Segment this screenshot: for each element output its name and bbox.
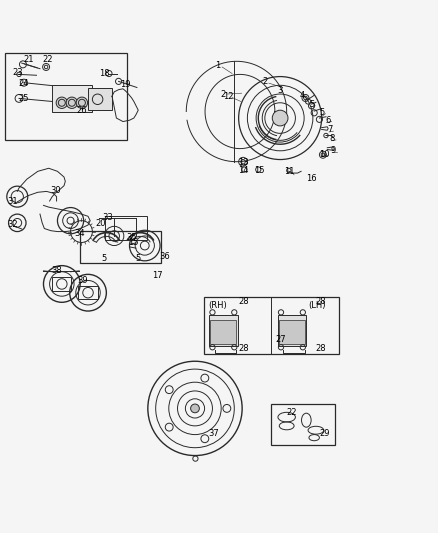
Bar	[271, 405, 335, 445]
Text: 4: 4	[299, 91, 304, 100]
Text: 24: 24	[18, 79, 29, 87]
Text: 32: 32	[7, 220, 18, 229]
Text: 5: 5	[136, 254, 141, 263]
Text: 28: 28	[239, 344, 249, 353]
Text: 1: 1	[215, 61, 220, 70]
Text: (RH): (RH)	[208, 301, 227, 310]
Text: 2: 2	[221, 90, 226, 99]
Text: 14: 14	[238, 166, 248, 175]
Bar	[78, 286, 98, 299]
Text: 22: 22	[286, 408, 297, 417]
Bar	[278, 314, 306, 346]
Text: 18: 18	[99, 69, 110, 78]
Text: 5: 5	[319, 108, 325, 117]
Text: 19: 19	[120, 80, 131, 90]
Text: 36: 36	[159, 252, 170, 261]
Bar	[204, 297, 339, 354]
Text: 37: 37	[208, 429, 219, 438]
Text: 6: 6	[325, 116, 331, 125]
Circle shape	[66, 97, 78, 108]
Circle shape	[191, 404, 199, 413]
Text: 15: 15	[128, 238, 139, 247]
Text: 22: 22	[42, 55, 53, 64]
Text: 39: 39	[78, 276, 88, 285]
Text: 7: 7	[327, 125, 332, 134]
Text: 26: 26	[76, 106, 87, 115]
Text: 10: 10	[319, 150, 330, 159]
Bar	[80, 231, 161, 263]
Text: 11: 11	[284, 167, 294, 176]
Text: 28: 28	[315, 297, 326, 306]
Text: 33: 33	[102, 213, 113, 222]
Text: 15: 15	[254, 166, 265, 175]
Text: 13: 13	[238, 158, 248, 167]
Circle shape	[76, 97, 88, 108]
Text: 20: 20	[95, 219, 106, 228]
Text: 16: 16	[306, 174, 317, 183]
Circle shape	[56, 97, 67, 108]
Circle shape	[272, 110, 288, 126]
Bar	[52, 85, 92, 111]
Text: 27: 27	[276, 335, 286, 344]
Text: 29: 29	[319, 429, 330, 438]
Text: 38: 38	[52, 266, 62, 275]
Text: 35: 35	[127, 233, 137, 242]
Bar	[5, 53, 127, 140]
Text: 17: 17	[152, 271, 163, 280]
Text: 31: 31	[7, 197, 18, 206]
Text: 28: 28	[315, 344, 326, 353]
Text: 12: 12	[223, 92, 234, 101]
Text: 23: 23	[12, 68, 23, 77]
Bar	[52, 277, 71, 290]
Bar	[106, 216, 147, 240]
Text: 8: 8	[330, 134, 335, 143]
Bar	[209, 314, 238, 346]
Text: 5: 5	[101, 254, 106, 263]
Text: 30: 30	[50, 187, 61, 196]
Text: 9: 9	[331, 146, 336, 155]
Text: 3: 3	[277, 86, 283, 95]
Text: 34: 34	[74, 229, 85, 238]
Bar	[210, 320, 237, 344]
Bar	[279, 320, 305, 344]
Text: 25: 25	[18, 94, 29, 103]
Text: (LH): (LH)	[308, 301, 325, 310]
Text: 28: 28	[239, 297, 249, 306]
Text: 21: 21	[23, 55, 33, 64]
Text: 5: 5	[309, 100, 314, 109]
Bar	[88, 88, 112, 110]
Text: 2: 2	[263, 77, 268, 86]
